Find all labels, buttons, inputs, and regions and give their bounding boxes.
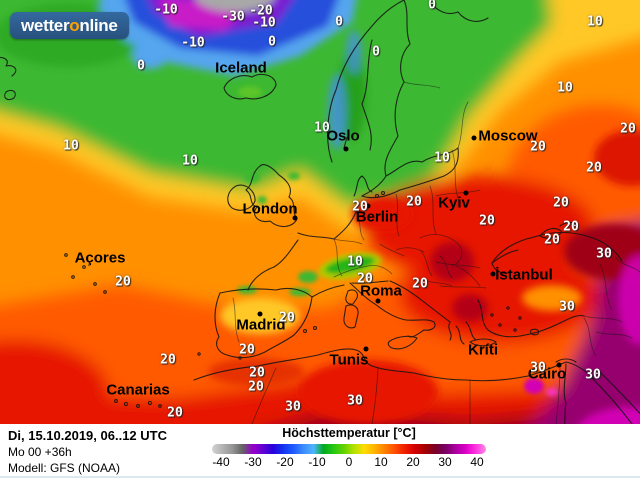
footer-bar: Di, 15.10.2019, 06..12 UTC Mo 00 +36h Mo… bbox=[0, 424, 640, 478]
temperature-field-graphic bbox=[0, 0, 640, 424]
legend-tick: 10 bbox=[374, 455, 388, 469]
model-name-label: Modell: GFS (NOAA) bbox=[8, 461, 121, 475]
temperature-map: Iceland Oslo Moscow London Berlin Kyiv Açores R… bbox=[0, 0, 640, 424]
legend-colorbar bbox=[212, 444, 486, 454]
model-run-label: Mo 00 +36h bbox=[8, 445, 72, 459]
logo-accent-letter: o bbox=[69, 16, 80, 35]
temperature-legend: Höchsttemperatur [°C] -40 -30 -20 -10 0 10 20 3… bbox=[206, 426, 492, 469]
country-borders bbox=[232, 81, 640, 424]
legend-tick: 40 bbox=[470, 455, 484, 469]
legend-tick: -40 bbox=[212, 455, 230, 469]
legend-tick: 0 bbox=[345, 455, 353, 469]
logo-text-suffix: nline bbox=[79, 16, 118, 35]
wetteronline-logo: wetteronline bbox=[10, 12, 129, 39]
legend-tick: -10 bbox=[308, 455, 326, 469]
legend-tick: -20 bbox=[276, 455, 294, 469]
forecast-meta: Di, 15.10.2019, 06..12 UTC Mo 00 +36h Mo… bbox=[8, 427, 167, 476]
legend-tick: 20 bbox=[406, 455, 420, 469]
valid-time-label: Di, 15.10.2019, 06..12 UTC bbox=[8, 428, 167, 443]
legend-tick: -30 bbox=[244, 455, 262, 469]
legend-title: Höchsttemperatur [°C] bbox=[282, 426, 416, 440]
legend-ticks: -40 -30 -20 -10 0 10 20 30 40 bbox=[212, 455, 486, 469]
logo-text: wetter bbox=[21, 16, 70, 35]
legend-tick: 30 bbox=[438, 455, 452, 469]
